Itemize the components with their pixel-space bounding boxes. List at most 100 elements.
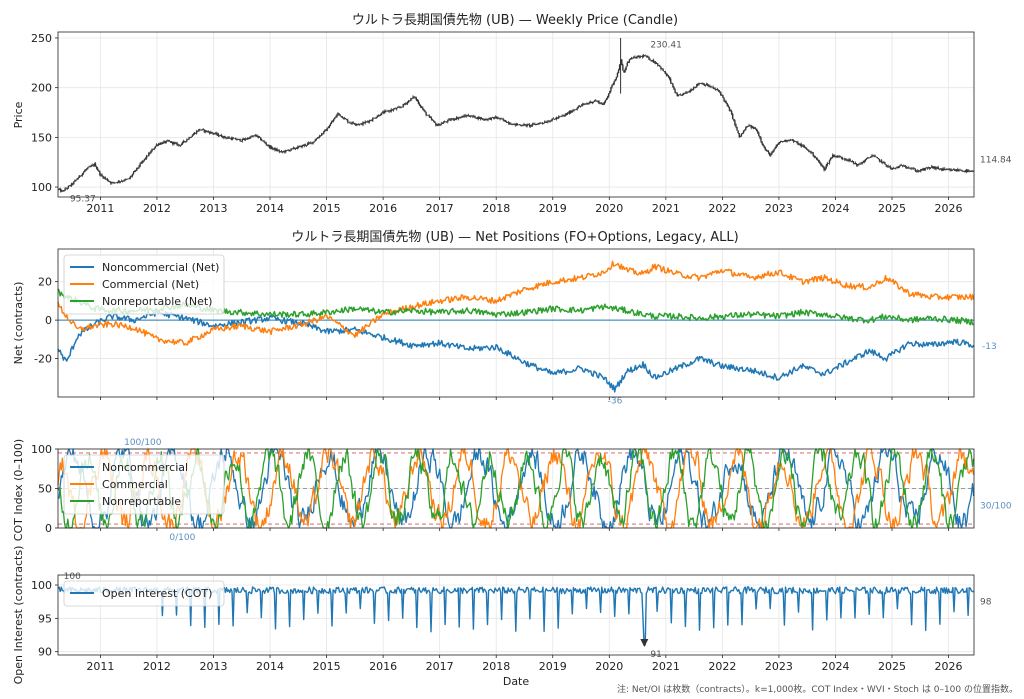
candle-body — [775, 145, 777, 148]
candle-body — [459, 117, 461, 118]
candle-body — [180, 144, 183, 146]
candle-body — [185, 141, 187, 142]
candle-body — [561, 115, 563, 117]
candle-body — [247, 137, 249, 140]
candle-body — [743, 130, 746, 131]
candle-body — [169, 141, 172, 143]
candle-body — [151, 149, 153, 152]
candle-body — [119, 181, 122, 183]
candle-body — [440, 123, 442, 125]
candle-body — [501, 118, 503, 120]
candle-body — [90, 165, 92, 167]
candle-body — [471, 115, 473, 117]
candle-body — [546, 122, 548, 123]
candle-body — [684, 92, 686, 94]
candle-body — [752, 126, 755, 129]
candle-body — [254, 135, 257, 136]
candle-body — [104, 177, 107, 179]
candle-body — [638, 55, 640, 58]
candle-body — [116, 182, 118, 183]
candle-body — [428, 115, 431, 117]
candle-body — [777, 143, 780, 145]
candle-body — [517, 124, 520, 126]
candle-body — [763, 146, 765, 148]
max-price-label: 230.41 — [650, 40, 682, 50]
candle-body — [387, 110, 389, 112]
candle-body — [626, 62, 628, 67]
candle-body — [335, 116, 337, 118]
x-tick-label: 2011 — [86, 660, 114, 673]
candle-body — [618, 65, 621, 71]
candle-body — [314, 140, 316, 142]
candle-body — [144, 158, 147, 160]
candle-body — [270, 146, 273, 149]
candle-body — [548, 121, 550, 122]
y-tick-label: 0 — [45, 314, 52, 327]
candle-body — [543, 122, 546, 123]
candle-body — [80, 175, 83, 177]
candle-body — [940, 168, 943, 170]
candle-body — [100, 174, 102, 176]
candle-body — [137, 167, 139, 169]
candle-body — [621, 59, 623, 66]
candle-body — [439, 124, 441, 126]
candle-body — [215, 132, 217, 135]
candle-body — [577, 106, 580, 109]
candle-body — [536, 123, 538, 125]
candle-body — [673, 87, 675, 90]
candle-body — [112, 182, 114, 183]
oi-y-label: Open Interest (contracts) — [12, 546, 25, 685]
candle-body — [932, 166, 934, 168]
candle-body — [604, 100, 607, 102]
candle-body — [359, 123, 361, 125]
candle-body — [118, 181, 121, 182]
candle-body — [361, 123, 363, 125]
candle-body — [96, 168, 99, 171]
candle-body — [788, 139, 790, 141]
candle-body — [488, 118, 490, 119]
candle-body — [422, 107, 424, 110]
oi-last-label: 98 — [980, 597, 992, 607]
candle-body — [419, 105, 422, 107]
candle-body — [867, 157, 870, 159]
candle-body — [820, 163, 822, 165]
candle-body — [249, 136, 251, 139]
candle-body — [506, 122, 509, 123]
candle-body — [156, 144, 159, 146]
candle-body — [464, 115, 466, 117]
candle-body — [751, 126, 753, 128]
candle-body — [163, 141, 165, 143]
candle-body — [702, 83, 705, 85]
candle-body — [253, 135, 255, 136]
candle-body — [286, 150, 288, 151]
candle-body — [664, 71, 666, 74]
candle-body — [897, 167, 899, 168]
candle-body — [226, 137, 228, 139]
candle-body — [205, 130, 208, 132]
candle-body — [883, 161, 885, 163]
candle-body — [945, 169, 947, 171]
candle-body — [412, 96, 414, 99]
candle-body — [854, 162, 857, 165]
candle-body — [821, 164, 823, 166]
candle-body — [94, 163, 97, 167]
candle-body — [727, 105, 730, 108]
candle-body — [721, 94, 723, 96]
candle-body — [299, 145, 301, 147]
x-tick-label: 2013 — [199, 660, 227, 673]
candle-body — [225, 137, 227, 139]
candle-body — [140, 162, 142, 164]
candle-body — [441, 123, 444, 124]
candle-body — [726, 103, 728, 106]
candle-body — [298, 146, 300, 148]
candle-body — [842, 158, 845, 160]
candle-body — [590, 101, 593, 104]
candle-body — [908, 167, 910, 169]
candle-body — [941, 168, 944, 170]
candle-body — [894, 168, 896, 169]
candle-body — [914, 169, 917, 172]
candle-body — [525, 124, 527, 126]
candle-body — [406, 101, 409, 104]
candle-body — [802, 145, 805, 147]
